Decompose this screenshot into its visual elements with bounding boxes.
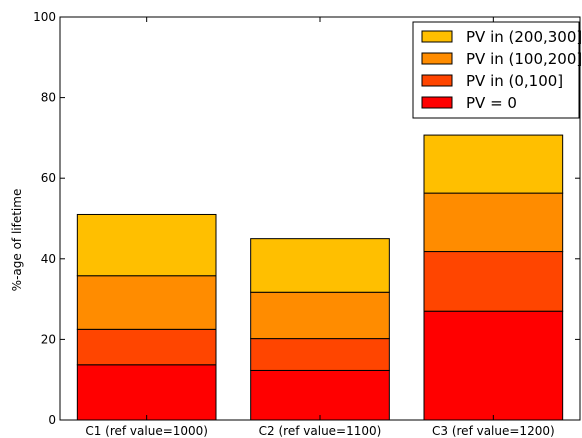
legend-swatch <box>421 30 453 43</box>
legend-label: PV = 0 <box>466 94 517 112</box>
bar-segment-c3-s4 <box>423 134 564 194</box>
x-axis: C1 (ref value=1000) C2 (ref value=1100) C3… <box>85 17 555 438</box>
plot-frame <box>59 16 581 421</box>
bar-segment-c1-s4 <box>76 213 217 277</box>
bar-segment-c2-s4 <box>250 238 390 293</box>
bar-segment-c1-s1 <box>76 364 217 421</box>
x-tick-label: C3 (ref value=1200) <box>432 424 555 438</box>
bars-group <box>76 134 564 421</box>
legend-label: PV in (100,200] <box>466 50 582 68</box>
legend-label: PV in (200,300] <box>466 28 582 46</box>
y-axis: 0 20 40 60 80 100 <box>33 10 580 427</box>
x-tick-label: C2 (ref value=1100) <box>259 424 382 438</box>
y-tick-label: 100 <box>33 10 56 24</box>
bar-segment-c3-s1 <box>423 310 564 421</box>
bar-segment-c3-s2 <box>423 251 564 312</box>
y-tick-label: 0 <box>48 413 56 427</box>
bar-segment-c2-s2 <box>250 338 390 371</box>
legend-swatch <box>421 74 453 87</box>
y-tick-label: 80 <box>41 91 56 105</box>
y-axis-label: %-age of lifetime <box>10 189 24 292</box>
bar-segment-c1-s3 <box>76 275 217 330</box>
legend-swatch <box>421 96 453 109</box>
bar-segment-c2-s1 <box>250 369 390 421</box>
bar-segment-c1-s2 <box>76 328 217 366</box>
legend-label: PV in (0,100] <box>466 72 563 90</box>
legend: PV in (200,300] PV in (100,200] PV in (0,1… <box>412 21 582 119</box>
bar-segment-c3-s3 <box>423 192 564 253</box>
y-tick-label: 40 <box>41 252 56 266</box>
legend-swatch <box>421 52 453 65</box>
bar-segment-c2-s3 <box>250 291 390 340</box>
x-tick-label: C1 (ref value=1000) <box>85 424 208 438</box>
y-tick-label: 20 <box>41 332 56 346</box>
y-tick-label: 60 <box>41 171 56 185</box>
